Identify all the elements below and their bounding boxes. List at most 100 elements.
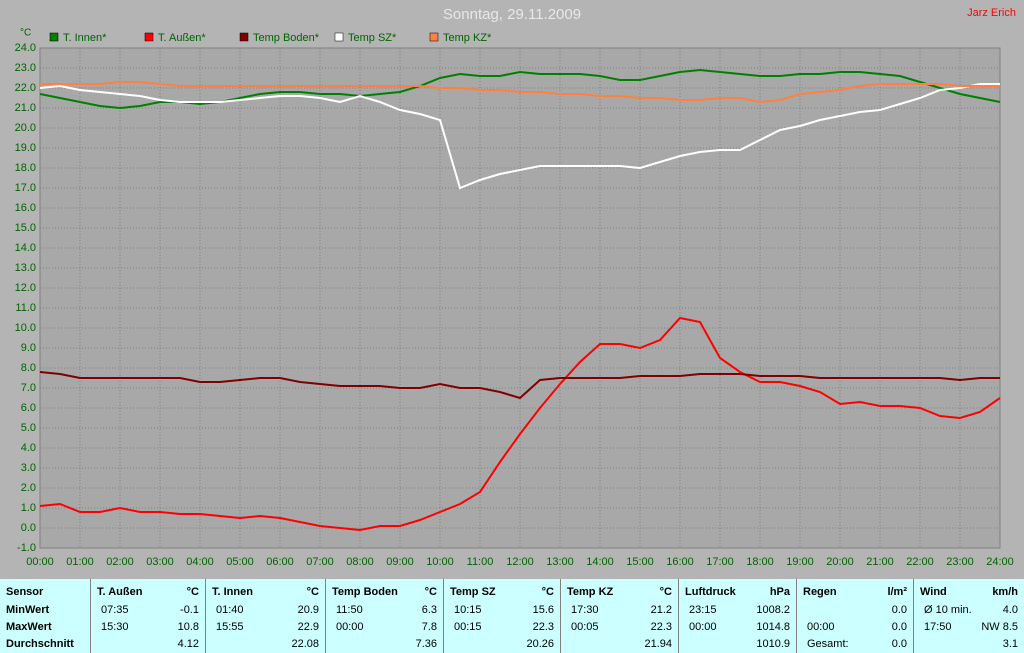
cell-value: 21.2 bbox=[650, 604, 672, 616]
y-tick-label: 24.0 bbox=[15, 42, 36, 54]
legend-label: Temp Boden* bbox=[253, 32, 320, 44]
cell-value: 21.94 bbox=[644, 638, 672, 650]
x-tick-label: 13:00 bbox=[546, 556, 574, 568]
y-tick-label: 1.0 bbox=[21, 502, 36, 514]
plot-border bbox=[39, 47, 1001, 549]
cell-time: 11:50 bbox=[336, 604, 363, 616]
cell-value: 20.9 bbox=[297, 604, 319, 616]
x-tick-label: 08:00 bbox=[346, 556, 374, 568]
row-label: MinWert bbox=[6, 604, 50, 616]
y-tick-label: 6.0 bbox=[21, 402, 36, 414]
group-name: Temp Boden bbox=[332, 586, 398, 598]
cell-time: 07:35 bbox=[101, 604, 129, 616]
group-unit: °C bbox=[659, 586, 672, 598]
cell-time: 00:00 bbox=[689, 621, 717, 633]
group-column: Wind km/h Ø 10 min. 4.0 17:50 NW 8.5 3.1 bbox=[913, 579, 1024, 653]
cell-value: 7.8 bbox=[421, 621, 437, 633]
y-tick-label: 17.0 bbox=[15, 182, 36, 194]
series-line bbox=[39, 371, 1000, 400]
x-tick-label: 21:00 bbox=[866, 556, 894, 568]
cell-value: 10.8 bbox=[177, 621, 199, 633]
cell-value: 0.0 bbox=[891, 604, 907, 616]
x-tick-label: 15:00 bbox=[626, 556, 654, 568]
y-tick-label: 3.0 bbox=[21, 462, 36, 474]
x-tick-label: 05:00 bbox=[226, 556, 254, 568]
legend-label: T. Innen* bbox=[63, 32, 107, 44]
y-tick-label: 18.0 bbox=[15, 162, 36, 174]
group-name: Wind bbox=[920, 586, 947, 598]
legend-swatch bbox=[239, 32, 249, 42]
cell-value: 22.3 bbox=[650, 621, 672, 633]
y-tick-label: 4.0 bbox=[21, 442, 36, 454]
cell-value: 4.12 bbox=[177, 638, 199, 650]
legend-swatch bbox=[334, 32, 344, 42]
cell-value: 0.0 bbox=[891, 638, 907, 650]
cell-time: 15:55 bbox=[216, 621, 244, 633]
sensor-column: Sensor MinWert MaxWert Durchschnitt bbox=[0, 579, 90, 653]
x-tick-label: 18:00 bbox=[746, 556, 774, 568]
y-tick-label: 0.0 bbox=[21, 522, 36, 534]
y-tick-label: 21.0 bbox=[15, 102, 36, 114]
x-tick-label: 17:00 bbox=[706, 556, 734, 568]
cell-time: Gesamt: bbox=[807, 638, 849, 650]
y-tick-label: 7.0 bbox=[21, 382, 36, 394]
legend-swatch bbox=[144, 32, 154, 42]
group-column: Temp Boden °C 11:50 6.3 00:00 7.8 7.36 bbox=[325, 579, 443, 653]
cell-time: 00:00 bbox=[807, 621, 835, 633]
y-tick-label: 8.0 bbox=[21, 362, 36, 374]
author: Jarz Erich bbox=[967, 7, 1016, 19]
x-tick-label: 16:00 bbox=[666, 556, 694, 568]
group-column: T. Innen °C 01:40 20.9 15:55 22.9 22.08 bbox=[205, 579, 325, 653]
legend-swatch bbox=[49, 32, 59, 42]
series-line bbox=[39, 68, 1001, 110]
cell-value: NW 8.5 bbox=[981, 621, 1018, 633]
x-tick-label: 10:00 bbox=[426, 556, 454, 568]
x-tick-label: 23:00 bbox=[946, 556, 974, 568]
x-tick-label: 07:00 bbox=[306, 556, 334, 568]
cell-value: 22.3 bbox=[532, 621, 554, 633]
series-line bbox=[40, 81, 1000, 104]
y-tick-label: 12.0 bbox=[15, 282, 36, 294]
y-tick-label: 14.0 bbox=[15, 242, 36, 254]
x-tick-label: 12:00 bbox=[506, 556, 534, 568]
group-name: Temp KZ bbox=[567, 586, 614, 598]
cell-time: 15:30 bbox=[101, 621, 129, 633]
group-unit: l/m² bbox=[887, 586, 907, 598]
group-name: Regen bbox=[803, 586, 837, 598]
series-line bbox=[39, 316, 1001, 532]
x-tick-label: 04:00 bbox=[186, 556, 214, 568]
cell-value: 1014.8 bbox=[756, 621, 790, 633]
x-tick-label: 09:00 bbox=[386, 556, 414, 568]
y-tick-label: 20.0 bbox=[15, 122, 36, 134]
cell-value: 1010.9 bbox=[756, 638, 790, 650]
y-tick-label: 11.0 bbox=[15, 302, 36, 314]
cell-time: 17:50 bbox=[924, 621, 952, 633]
series-line bbox=[39, 83, 1000, 190]
cell-value: 0.0 bbox=[891, 621, 907, 633]
legend-label: Temp SZ* bbox=[348, 32, 397, 44]
cell-time: 10:15 bbox=[454, 604, 482, 616]
x-tick-label: 14:00 bbox=[586, 556, 614, 568]
group-column: Temp KZ °C 17:30 21.2 00:05 22.3 21.94 bbox=[560, 579, 678, 653]
x-tick-label: 03:00 bbox=[146, 556, 174, 568]
cell-value: 1008.2 bbox=[756, 604, 790, 616]
y-tick-label: 22.0 bbox=[15, 82, 36, 94]
cell-time: 00:00 bbox=[336, 621, 364, 633]
group-unit: °C bbox=[424, 586, 437, 598]
cell-time: 17:30 bbox=[571, 604, 599, 616]
cell-time: 00:15 bbox=[454, 621, 482, 633]
x-tick-label: 22:00 bbox=[906, 556, 934, 568]
y-tick-label: 19.0 bbox=[15, 142, 36, 154]
x-tick-label: 06:00 bbox=[266, 556, 294, 568]
group-unit: °C bbox=[186, 586, 199, 598]
y-tick-label: 15.0 bbox=[15, 222, 36, 234]
x-tick-label: 02:00 bbox=[106, 556, 134, 568]
y-tick-label: 5.0 bbox=[21, 422, 36, 434]
cell-time: 23:15 bbox=[689, 604, 717, 616]
cell-value: 4.0 bbox=[1002, 604, 1018, 616]
cell-value: 22.08 bbox=[291, 638, 319, 650]
cell-value: 7.36 bbox=[415, 638, 437, 650]
y-tick-label: 23.0 bbox=[15, 62, 36, 74]
x-tick-label: 01:00 bbox=[66, 556, 94, 568]
